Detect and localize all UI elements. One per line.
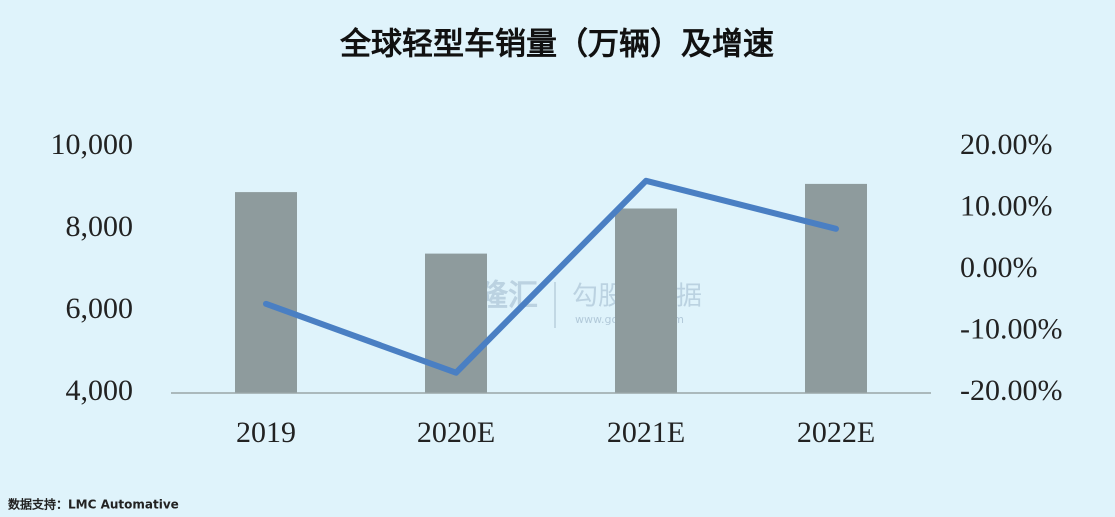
x-tick-label: 2022E [797,416,875,449]
line [263,177,839,376]
y-tick-label: 10,000 [51,128,134,161]
bar [805,183,867,393]
y-tick-label: 6,000 [66,292,134,325]
y-tick-label: 8,000 [66,210,134,243]
y2-tick-label: 0.00% [960,251,1038,284]
bar [615,208,677,393]
y2-tick-label: 20.00% [960,128,1053,161]
x-tick-label: 2021E [607,416,685,449]
x-tick-label: 2019 [236,416,296,449]
y2-tick-label: -20.00% [960,374,1062,407]
bar [235,192,297,393]
y2-tick-label: 10.00% [960,189,1053,222]
chart-title: 全球轻型车销量（万辆）及增速 [339,27,774,63]
y2-tick-label: -10.00% [960,312,1062,345]
source: 数据支持：LMC Automative [8,497,179,512]
y-tick-label: 4,000 [66,374,134,407]
x-tick-label: 2020E [417,416,495,449]
